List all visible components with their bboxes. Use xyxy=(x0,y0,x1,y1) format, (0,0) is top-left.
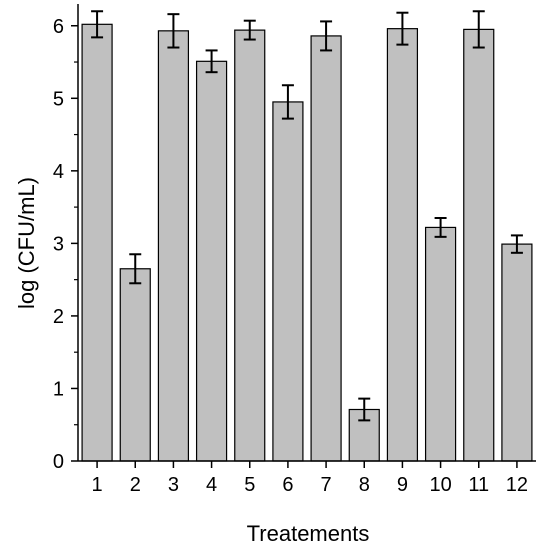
bar-12 xyxy=(501,243,533,462)
x-tick-label-7: 7 xyxy=(321,474,332,496)
error-bars-layer xyxy=(91,10,523,422)
y-tick-label-5: 5 xyxy=(53,88,64,110)
y-tick-label-4: 4 xyxy=(53,161,64,183)
x-tick-label-9: 9 xyxy=(397,474,408,496)
y-tick-label-6: 6 xyxy=(53,16,64,38)
x-tick-label-4: 4 xyxy=(206,474,217,496)
bar-9 xyxy=(386,28,419,462)
bar-4 xyxy=(195,60,228,462)
x-tick-label-1: 1 xyxy=(92,474,103,496)
x-tick-label-10: 10 xyxy=(429,474,451,496)
x-axis-title: Treatements xyxy=(247,521,370,546)
x-tick-label-2: 2 xyxy=(130,474,141,496)
bar-10 xyxy=(424,226,457,462)
x-tick-label-3: 3 xyxy=(168,474,179,496)
bar-3 xyxy=(157,30,190,462)
x-tick-label-8: 8 xyxy=(359,474,370,496)
bar-1 xyxy=(81,23,113,462)
bar-5 xyxy=(234,29,266,462)
bar-11 xyxy=(463,28,495,462)
axes-layer xyxy=(71,4,536,468)
bar-2 xyxy=(119,268,151,462)
y-tick-label-2: 2 xyxy=(53,306,64,328)
y-tick-label-1: 1 xyxy=(53,378,64,400)
x-tick-label-11: 11 xyxy=(468,474,489,496)
y-tick-label-3: 3 xyxy=(53,233,64,255)
bars-layer xyxy=(81,23,533,462)
y-axis-title: log (CFU/mL) xyxy=(14,177,39,309)
x-tick-label-6: 6 xyxy=(282,474,293,496)
x-tick-label-5: 5 xyxy=(244,474,255,496)
x-tick-label-12: 12 xyxy=(506,474,528,496)
bar-6 xyxy=(272,101,304,462)
bar-7 xyxy=(310,35,342,462)
y-tick-label-0: 0 xyxy=(53,451,64,473)
